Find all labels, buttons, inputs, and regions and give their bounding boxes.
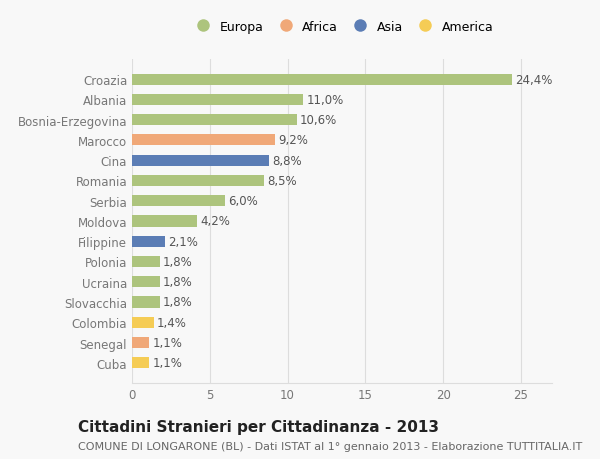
Bar [132, 155, 269, 166]
Text: 1,8%: 1,8% [163, 296, 193, 309]
Bar [132, 297, 160, 308]
Text: 2,1%: 2,1% [168, 235, 197, 248]
Text: COMUNE DI LONGARONE (BL) - Dati ISTAT al 1° gennaio 2013 - Elaborazione TUTTITAL: COMUNE DI LONGARONE (BL) - Dati ISTAT al… [78, 441, 582, 451]
Text: 8,8%: 8,8% [272, 154, 302, 167]
Bar [132, 216, 197, 227]
Bar [132, 358, 149, 369]
Text: 1,1%: 1,1% [152, 336, 182, 349]
Bar [132, 175, 264, 187]
Bar [132, 317, 154, 328]
Text: 6,0%: 6,0% [229, 195, 258, 208]
Bar [132, 74, 512, 85]
Text: 1,1%: 1,1% [152, 357, 182, 369]
Bar [132, 236, 164, 247]
Bar [132, 337, 149, 348]
Text: Cittadini Stranieri per Cittadinanza - 2013: Cittadini Stranieri per Cittadinanza - 2… [78, 419, 439, 434]
Bar [132, 277, 160, 288]
Text: 24,4%: 24,4% [515, 73, 552, 86]
Bar [132, 256, 160, 268]
Bar [132, 115, 297, 126]
Text: 1,4%: 1,4% [157, 316, 187, 329]
Text: 8,5%: 8,5% [268, 174, 297, 188]
Text: 9,2%: 9,2% [278, 134, 308, 147]
Text: 10,6%: 10,6% [300, 114, 337, 127]
Bar [132, 135, 275, 146]
Text: 1,8%: 1,8% [163, 276, 193, 289]
Text: 1,8%: 1,8% [163, 255, 193, 269]
Bar [132, 196, 226, 207]
Text: 4,2%: 4,2% [200, 215, 230, 228]
Legend: Europa, Africa, Asia, America: Europa, Africa, Asia, America [191, 21, 493, 34]
Text: 11,0%: 11,0% [306, 94, 343, 106]
Bar [132, 95, 303, 106]
